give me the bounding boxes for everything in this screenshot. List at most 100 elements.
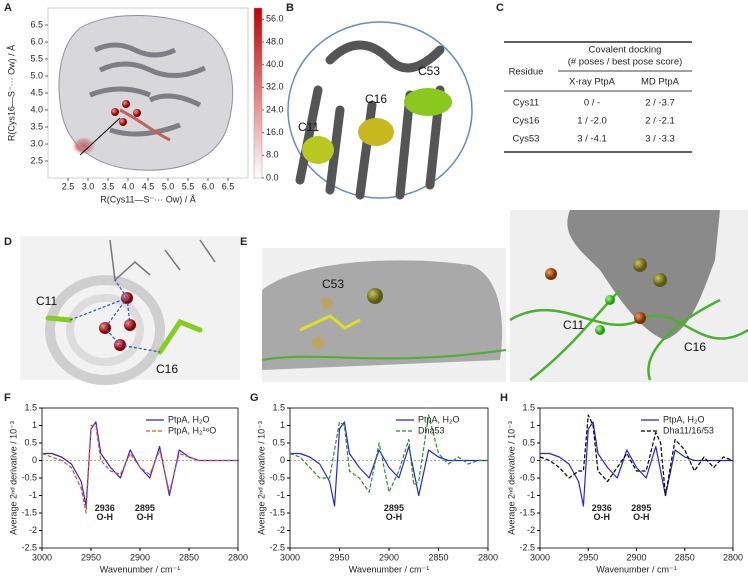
x-tick-label: 2850 <box>428 552 448 562</box>
y-axis-label: Average 2ⁿᵈ derivative / 10⁻³ <box>506 421 516 535</box>
y-tick-label: -1.5 <box>269 507 285 517</box>
helix <box>119 108 171 142</box>
panel-b-image: C11 C16 C53 <box>287 21 473 200</box>
legend-label: Dha11/16/53 <box>663 425 714 435</box>
x-tick-label: 6.5 <box>222 181 235 191</box>
y-tick-label: -2.5 <box>269 542 285 552</box>
x-tick-label: 3000 <box>32 552 52 562</box>
colorbar-tick-label: 16.0 <box>266 127 284 137</box>
panel-label: C <box>496 2 504 14</box>
annotation-wavenumber: 2936 <box>95 503 115 513</box>
y-tick-label: 2.5 <box>30 155 43 165</box>
table-cell: 3 / -4.1 <box>577 134 607 145</box>
residue-label: C53 <box>418 64 440 78</box>
x-tick-label: 3.5 <box>102 181 115 191</box>
y-tick-label: 3.5 <box>30 121 43 131</box>
helix <box>66 294 144 366</box>
x-tick-label: 2850 <box>675 552 695 562</box>
panel-label: A <box>4 2 12 14</box>
y-axis-label: Average 2ⁿᵈ derivative / 10⁻³ <box>256 421 266 535</box>
panel-e-image: C53 C11 C16 <box>261 210 748 382</box>
x-axis-label: Wavenumber / cm⁻¹ <box>100 564 180 574</box>
colorbar-tick-label: 48.0 <box>266 36 284 46</box>
helix <box>295 40 445 200</box>
x-tick-label: 2.5 <box>62 181 75 191</box>
x-tick-label: 2950 <box>578 552 598 562</box>
residue <box>109 239 216 282</box>
water <box>633 258 647 272</box>
water <box>133 109 141 117</box>
y-tick-label: 1 <box>32 420 37 430</box>
residue-label: C16 <box>684 340 706 354</box>
table-cell: 1 / -2.0 <box>577 116 607 127</box>
y-tick-label: 1.5 <box>522 402 535 412</box>
panel-label: G <box>250 392 259 404</box>
table-cell: Cys16 <box>513 116 540 127</box>
y-tick-label: 0 <box>280 455 285 465</box>
x-tick-label: 4.5 <box>142 181 155 191</box>
y-tick-label: 6.0 <box>30 36 43 46</box>
y-tick-label: 4.0 <box>30 104 43 114</box>
x-tick-label: 6.0 <box>202 181 215 191</box>
water <box>122 100 130 108</box>
y-tick-label: -2.5 <box>21 542 37 552</box>
colorbar-tick-label: 0.0 <box>266 172 279 182</box>
water <box>111 108 119 116</box>
residue-label: C11 <box>563 318 584 332</box>
series-line <box>289 414 488 493</box>
cysteine <box>45 315 203 355</box>
x-tick-label: 3000 <box>280 552 300 562</box>
y-tick-label: -1.5 <box>21 507 37 517</box>
table-group-header: Covalent docking <box>589 45 662 56</box>
x-tick-label: 4.0 <box>122 181 135 191</box>
water <box>312 337 324 349</box>
y-tick-label: 1.5 <box>24 402 37 412</box>
table-cell: 3 / -3.3 <box>645 134 675 145</box>
y-tick-label: 0 <box>32 455 37 465</box>
colorbar <box>253 7 263 179</box>
table-header: X-ray PtpA <box>569 77 616 88</box>
helix <box>45 275 165 385</box>
x-tick-label: 5.5 <box>182 181 195 191</box>
table-cell: 0 / - <box>584 98 600 109</box>
series-line <box>539 414 734 497</box>
water <box>605 295 615 305</box>
y-tick-label: 4.5 <box>30 87 43 97</box>
annotation-wavenumber: 2936 <box>592 503 612 513</box>
table-cell: 2 / -3.7 <box>645 98 675 109</box>
x-tick-label: 2850 <box>179 552 199 562</box>
y-tick-label: -1 <box>527 490 535 500</box>
y-tick-label: -1 <box>29 490 37 500</box>
series-line <box>41 424 238 514</box>
y-tick-label: 3.0 <box>30 138 43 148</box>
legend-label: PtpA, H₂O <box>663 414 705 424</box>
x-tick-label: 2950 <box>329 552 349 562</box>
annotation-band: O-H <box>633 512 650 522</box>
panel-label: E <box>240 236 247 248</box>
water <box>653 273 667 287</box>
protein-surface <box>58 15 234 171</box>
x-axis-label: Wavenumber / cm⁻¹ <box>349 564 429 574</box>
panel-label: B <box>286 2 294 14</box>
legend-label: PtpA, H₂O <box>168 414 210 424</box>
y-tick-label: -0.5 <box>269 472 285 482</box>
series-line <box>540 421 733 507</box>
y-tick-label: 0 <box>530 455 535 465</box>
panel-d-image: C11 C16 <box>20 236 240 385</box>
annotation-band: O-H <box>594 512 611 522</box>
residue-label: C53 <box>322 277 344 291</box>
residue-label: C16 <box>156 362 178 376</box>
legend-label: Dha53 <box>418 425 445 435</box>
residue-label: C16 <box>365 92 387 106</box>
table-cell: Cys11 <box>513 98 539 109</box>
y-tick-label: -0.5 <box>21 472 37 482</box>
annotation-band: O-H <box>137 512 154 522</box>
x-tick-label: 3000 <box>530 552 550 562</box>
colorbar-tick-label: 56.0 <box>266 14 284 24</box>
legend-label: PtpA, H₂O <box>418 414 460 424</box>
helix <box>89 42 207 137</box>
residue-label: C11 <box>298 120 319 134</box>
annotation-wavenumber: 2895 <box>135 503 155 513</box>
x-tick-label: 2900 <box>130 552 150 562</box>
